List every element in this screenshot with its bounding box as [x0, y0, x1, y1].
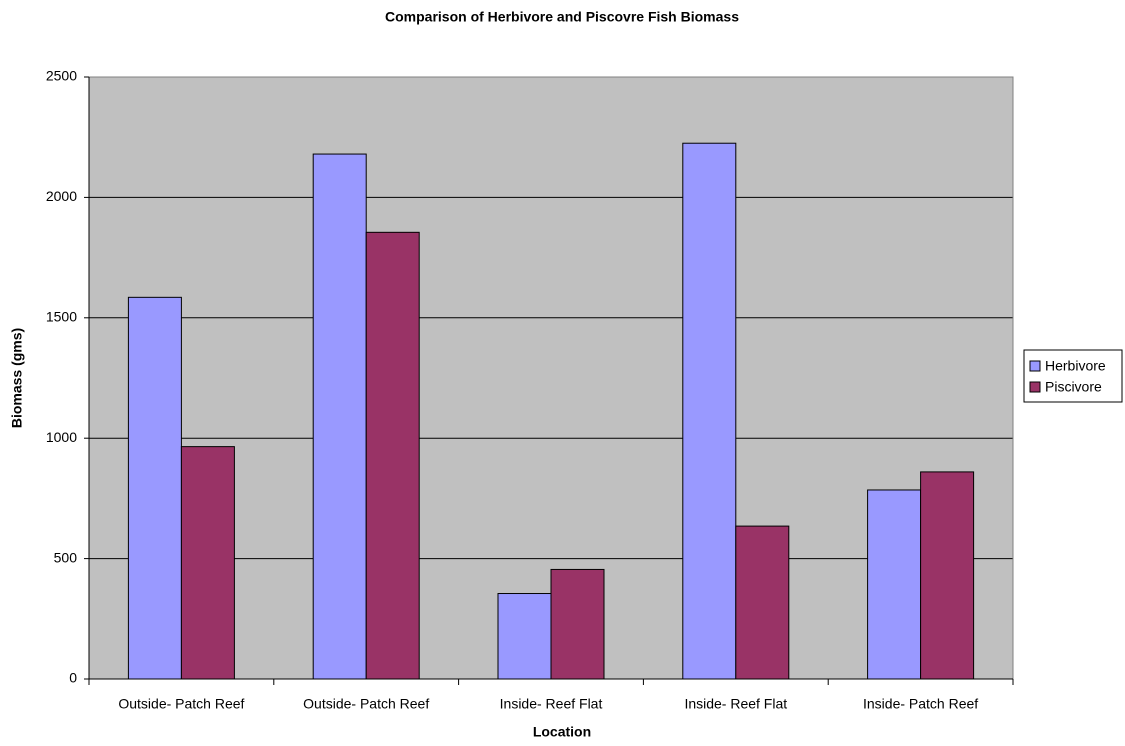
- bar: [497, 593, 552, 680]
- y-tick-label: 500: [54, 549, 78, 565]
- x-axis-label: Location: [533, 724, 591, 740]
- legend: [1023, 349, 1123, 403]
- bar: [867, 489, 922, 680]
- bar: [365, 231, 420, 680]
- x-tick-label: Inside- Reef Flat: [500, 696, 603, 712]
- legend-label: Herbivore: [1045, 358, 1106, 374]
- y-axis-label: Biomass (gms): [9, 328, 25, 428]
- y-tick-label: 1500: [46, 309, 77, 325]
- x-tick-label: Inside- Reef Flat: [684, 696, 787, 712]
- x-tick-label: Outside- Patch Reef: [303, 696, 429, 712]
- bar: [127, 296, 182, 680]
- bar: [735, 525, 790, 680]
- bar: [682, 142, 737, 680]
- y-tick-label: 0: [69, 670, 77, 686]
- bar: [920, 471, 975, 680]
- y-tick-label: 1000: [46, 429, 77, 445]
- x-tick-label: Outside- Patch Reef: [118, 696, 244, 712]
- bar: [550, 568, 605, 680]
- bar: [180, 446, 235, 680]
- bar: [312, 153, 367, 680]
- legend-swatch: [1029, 360, 1041, 372]
- legend-swatch: [1029, 381, 1041, 393]
- legend-label: Piscivore: [1045, 379, 1102, 395]
- chart-title: Comparison of Herbivore and Piscovre Fis…: [385, 9, 739, 25]
- x-tick-label: Inside- Patch Reef: [863, 696, 978, 712]
- y-tick-label: 2000: [46, 188, 77, 204]
- y-tick-label: 2500: [46, 68, 77, 84]
